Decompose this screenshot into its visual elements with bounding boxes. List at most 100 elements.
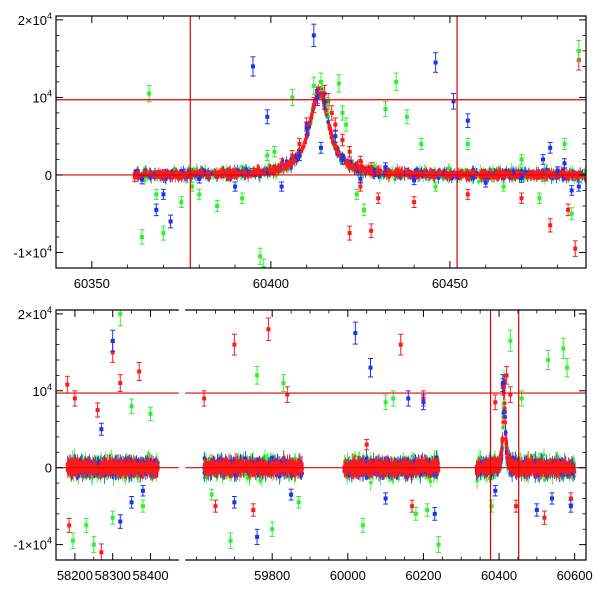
data-point: [465, 192, 470, 197]
data-point: [555, 169, 560, 174]
data-point: [281, 159, 285, 163]
data-point: [424, 169, 428, 173]
data-point: [376, 169, 380, 173]
data-point: [369, 228, 374, 233]
data-point: [153, 458, 157, 462]
data-point: [309, 116, 313, 120]
data-point: [567, 171, 572, 175]
data-point: [177, 175, 181, 179]
data-point: [376, 171, 380, 175]
data-point: [190, 184, 195, 189]
data-point: [509, 172, 513, 176]
data-point: [197, 176, 202, 181]
data-point: [576, 184, 581, 189]
data-point: [484, 171, 488, 175]
data-point: [166, 172, 170, 176]
data-point: [552, 174, 556, 178]
data-point: [303, 138, 307, 142]
data-point: [483, 180, 488, 185]
data-point: [250, 64, 255, 69]
data-point: [259, 170, 263, 174]
data-point: [329, 110, 334, 115]
data-point: [136, 176, 141, 180]
y-tick-label: -1×104: [13, 243, 52, 260]
data-point: [170, 176, 175, 180]
data-point: [572, 171, 576, 175]
data-point: [316, 87, 320, 91]
data-point: [311, 33, 316, 38]
x-tick-label: 60400: [253, 276, 289, 291]
data-point: [383, 165, 388, 170]
data-point: [332, 142, 336, 147]
data-point: [318, 92, 322, 96]
data-point: [361, 207, 366, 212]
data-point: [395, 171, 399, 176]
dense-measurements: [65, 369, 577, 492]
data-point: [311, 83, 316, 88]
data-point: [311, 103, 316, 108]
data-point: [319, 145, 323, 150]
data-point: [519, 196, 524, 201]
data-point: [121, 475, 125, 479]
data-point: [506, 170, 510, 175]
data-point: [338, 154, 342, 158]
data-point: [255, 167, 259, 171]
data-point: [495, 170, 499, 174]
data-point: [326, 120, 330, 124]
data-point: [268, 167, 273, 172]
data-point: [132, 175, 137, 180]
data-point: [274, 174, 278, 178]
data-point: [179, 200, 184, 205]
data-point: [559, 170, 563, 174]
data-point: [220, 169, 224, 173]
data-point: [537, 196, 542, 201]
data-point: [246, 175, 250, 179]
data-point: [562, 171, 566, 175]
data-point: [273, 165, 277, 169]
data-point: [327, 123, 331, 127]
data-point: [276, 165, 280, 169]
data-point: [571, 168, 575, 172]
data-point: [168, 219, 173, 224]
y-tick-label: 2×104: [18, 11, 52, 28]
data-point: [238, 171, 242, 175]
data-point: [340, 138, 345, 143]
data-point: [340, 157, 345, 162]
y-tick-label-exponent: 4: [47, 11, 52, 21]
data-point: [147, 91, 152, 96]
data-point: [445, 170, 449, 175]
data-point: [550, 172, 554, 176]
data-point: [448, 166, 452, 170]
data-point: [145, 457, 150, 461]
data-point: [395, 167, 399, 171]
data-point: [548, 223, 553, 228]
data-point: [275, 168, 279, 172]
data-point: [277, 169, 281, 173]
data-point: [437, 169, 441, 173]
data-point: [233, 172, 238, 177]
data-point: [491, 175, 496, 179]
data-point: [526, 172, 530, 176]
data-point: [566, 174, 570, 178]
data-point: [373, 167, 377, 172]
y-tick-label: 0: [45, 168, 52, 183]
data-point: [181, 170, 185, 174]
data-point: [448, 172, 452, 176]
data-point: [439, 170, 443, 175]
y-tick-label-mantissa: 10: [33, 90, 47, 105]
data-point: [316, 90, 320, 94]
data-point: [192, 167, 196, 171]
data-point: [479, 170, 483, 174]
data-point: [545, 168, 549, 172]
data-point: [335, 150, 339, 154]
data-point: [154, 170, 158, 174]
data-point: [261, 266, 266, 268]
data-point: [147, 170, 152, 174]
data-point: [154, 207, 159, 212]
data-point: [451, 99, 456, 104]
data-point: [135, 474, 139, 478]
x-axis: 60350 60400 60450: [55, 16, 558, 291]
data-point: [333, 122, 338, 127]
data-point: [315, 95, 320, 100]
data-point: [569, 188, 574, 193]
